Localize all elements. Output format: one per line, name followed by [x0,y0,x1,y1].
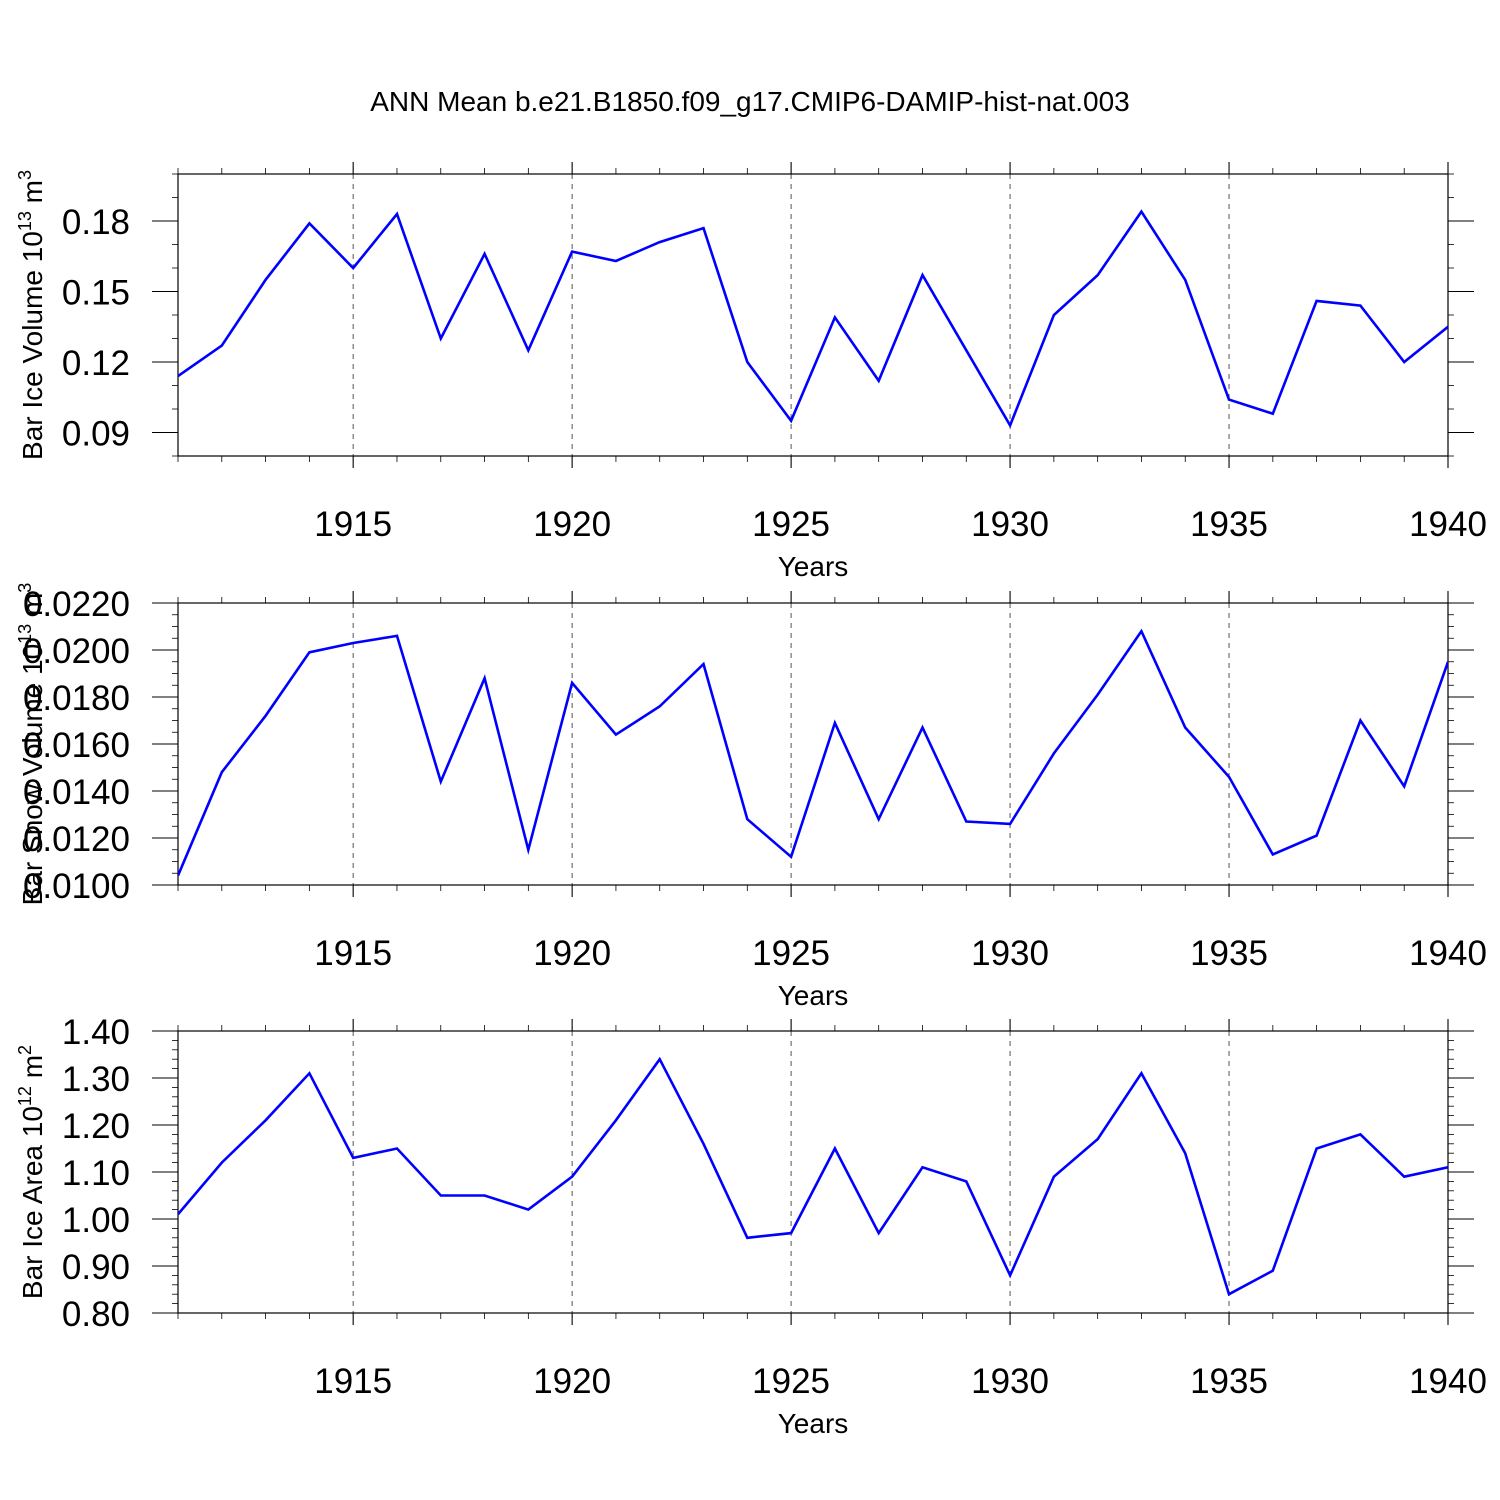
x-tick-label: 1920 [533,505,611,544]
series-line [178,1056,1448,1297]
plot-frame [177,1030,1449,1314]
x-tick-label: 1915 [314,505,392,544]
y-tick-label: 0.80 [62,1295,130,1334]
x-tick-label: 1935 [1190,1362,1268,1401]
panel-ice-volume: 1915 1920 1925 1930 1935 1940 Years 0.09 0.12 0.1… [15,162,1487,582]
x-tick-label: 1925 [752,1362,830,1401]
x-tick-label: 1920 [533,1362,611,1401]
x-tick-label: 1930 [971,934,1049,973]
x-tick-label: 1925 [752,505,830,544]
x-tick-label: 1935 [1190,505,1268,544]
plot-frame [177,173,1449,457]
y-tick-label: 0.0120 [23,820,130,859]
y-axis-label: Bar Snow Volume 1013 m3 [15,583,48,906]
x-axis-label: Years [778,1408,849,1439]
y-tick-label: 0.0200 [23,632,130,671]
x-axis-label: Years [778,551,849,582]
x-tick-label: 1920 [533,934,611,973]
x-tick-label: 1915 [314,934,392,973]
plot-frame [177,602,1449,886]
y-tick-label: 1.40 [62,1013,130,1052]
x-tick-label: 1915 [314,1362,392,1401]
y-tick-label: 1.30 [62,1060,130,1099]
x-tick-label: 1940 [1409,1362,1487,1401]
y-tick-label: 0.90 [62,1248,130,1287]
x-tick-label: 1940 [1409,934,1487,973]
panel-ice-area: 1915 1920 1925 1930 1935 1940 Years 0.80 0.90 1.0… [15,1013,1487,1439]
y-tick-label: 0.0180 [23,679,130,718]
y-tick-label: 1.10 [62,1154,130,1193]
y-axis-label: Bar Ice Area 1012 m2 [15,1045,48,1299]
series-line [178,628,1448,877]
y-tick-label: 0.18 [62,203,130,242]
series-line [178,209,1448,429]
y-tick-label: 0.09 [62,415,130,454]
y-tick-label: 1.20 [62,1107,130,1146]
chart-title: ANN Mean b.e21.B1850.f09_g17.CMIP6-DAMIP… [370,86,1130,117]
y-tick-label: 1.00 [62,1201,130,1240]
x-tick-label: 1930 [971,505,1049,544]
y-tick-label: 0.0160 [23,726,130,765]
x-axis-label: Years [778,980,849,1011]
panel-snow-volume: 1915 1920 1925 1930 1935 1940 Years 0.0100 0.012… [15,583,1487,1011]
x-tick-label: 1925 [752,934,830,973]
x-tick-label: 1940 [1409,505,1487,544]
y-axis-label: Bar Ice Volume 1013 m3 [15,170,48,460]
x-tick-label: 1930 [971,1362,1049,1401]
y-tick-label: 0.12 [62,344,130,383]
y-tick-label: 0.0220 [23,585,130,624]
x-tick-label: 1935 [1190,934,1268,973]
y-tick-label: 0.0140 [23,773,130,812]
y-tick-label: 0.15 [62,274,130,313]
y-tick-label: 0.0100 [23,867,130,906]
